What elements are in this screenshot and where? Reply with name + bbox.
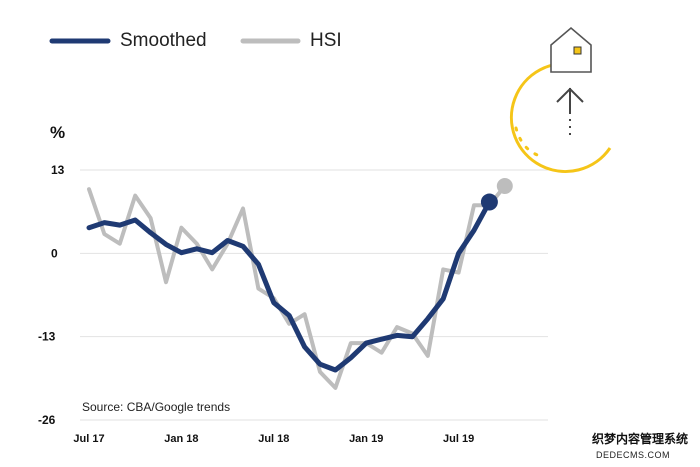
y-tick-label: -26 bbox=[38, 413, 56, 427]
house-up-arrow-icon bbox=[509, 26, 612, 173]
x-tick-label: Jul 17 bbox=[73, 433, 104, 445]
y-tick-labels: 13 0 -13 -26 bbox=[38, 163, 65, 427]
x-tick-label: Jul 18 bbox=[258, 433, 289, 445]
window-icon bbox=[573, 46, 582, 55]
legend: Smoothed HSI bbox=[49, 30, 342, 51]
y-unit-label: % bbox=[50, 123, 65, 142]
x-tick-labels: Jul 17 Jan 18 Jul 18 Jan 19 Jul 19 bbox=[73, 433, 474, 445]
y-tick-label: 13 bbox=[51, 163, 65, 177]
yellow-ring-icon bbox=[509, 62, 612, 173]
x-tick-label: Jan 19 bbox=[349, 433, 383, 445]
watermark: 织梦内容管理系统 DEDECMS.COM bbox=[592, 431, 688, 460]
arrow-head-icon bbox=[556, 87, 584, 103]
watermark-site-text: DEDECMS.COM bbox=[596, 450, 670, 460]
series-layer bbox=[86, 178, 513, 390]
x-tick-label: Jan 18 bbox=[164, 433, 198, 445]
house-icon bbox=[550, 26, 592, 73]
legend-label-smoothed: Smoothed bbox=[120, 30, 207, 51]
legend-label-hsi: HSI bbox=[310, 30, 342, 51]
series-line-smoothed bbox=[86, 199, 492, 373]
source-note: Source: CBA/Google trends bbox=[82, 400, 230, 414]
watermark-cn-text: 织梦内容管理系统 bbox=[592, 431, 688, 446]
y-tick-label: 0 bbox=[51, 246, 58, 260]
series-endpoint-hsi bbox=[496, 178, 513, 195]
gridlines bbox=[80, 169, 548, 421]
x-tick-label: Jul 19 bbox=[443, 433, 474, 445]
series-line-hsi bbox=[87, 184, 507, 390]
yellow-dots-icon bbox=[514, 126, 542, 158]
series-endpoint-smoothed bbox=[480, 193, 498, 211]
y-tick-label: -13 bbox=[38, 330, 56, 344]
